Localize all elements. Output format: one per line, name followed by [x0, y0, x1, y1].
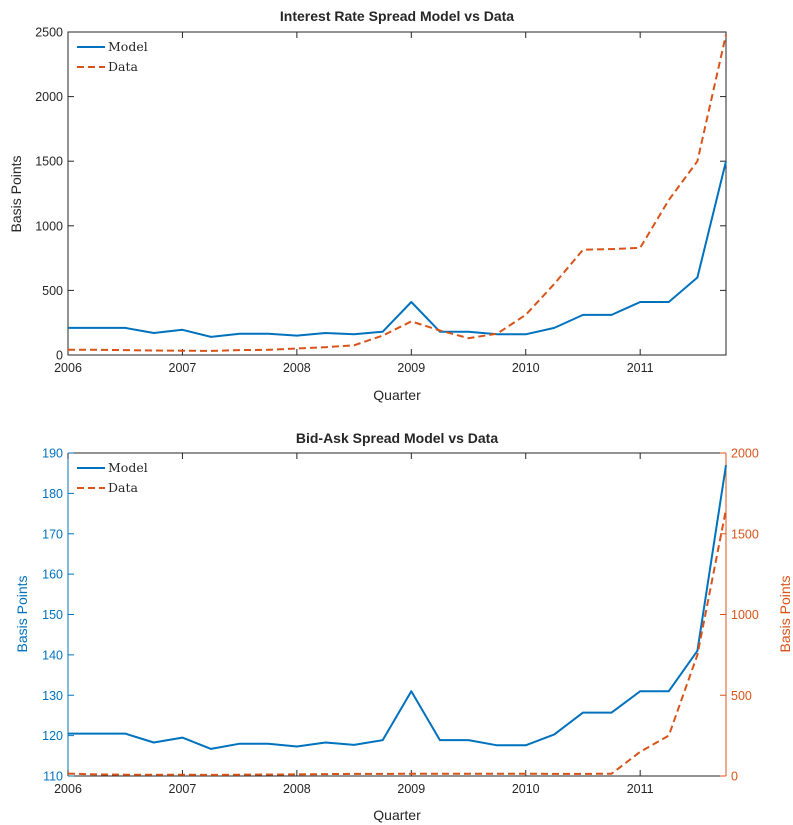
plot-area [67, 31, 727, 356]
legend: Model Data [77, 460, 148, 495]
y-right-tick-label: 0 [731, 770, 738, 784]
tick-group: 2006 2007 2008 2009 2010 2011 0 500 1000 1500 2000… [35, 26, 726, 375]
legend-label-model: Model [108, 460, 148, 475]
right-y-axis-label: Basis Points [777, 575, 793, 652]
x-tick-label: 2010 [512, 361, 540, 375]
legend-label-data: Data [108, 480, 138, 495]
x-tick-label: 2011 [627, 361, 654, 375]
series-line-model [68, 464, 727, 750]
x-tick-label: 2010 [512, 782, 540, 796]
left-y-axis-label: Basis Points [14, 575, 30, 652]
x-tick-label: 2008 [283, 361, 311, 375]
y-tick-label: 1500 [35, 155, 63, 169]
x-tick-label: 2011 [627, 782, 654, 796]
y-tick-label: 2500 [35, 26, 63, 40]
y-right-tick-label: 1500 [731, 527, 759, 541]
interest-rate-chart: Interest Rate Spread Model vs Data 2006 2… [8, 8, 727, 403]
y-right-tick-label: 2000 [731, 447, 759, 461]
y-tick-label: 0 [56, 349, 63, 363]
chart-title: Bid-Ask Spread Model vs Data [296, 430, 498, 446]
y-axis-label: Basis Points [8, 155, 24, 232]
x-axis-label: Quarter [373, 387, 421, 403]
x-tick-label: 2006 [54, 361, 82, 375]
y-tick-label: 500 [42, 284, 63, 298]
series-line-data [68, 34, 727, 352]
y-tick-label: 120 [42, 729, 63, 743]
y-tick-label: 160 [42, 568, 63, 582]
legend-label-data: Data [108, 59, 138, 74]
legend-label-model: Model [108, 39, 148, 54]
x-tick-label: 2006 [54, 782, 82, 796]
x-tick-label: 2009 [397, 361, 425, 375]
y-tick-label: 180 [42, 487, 63, 501]
series-group [68, 34, 727, 352]
x-tick-label: 2007 [169, 782, 197, 796]
x-tick-label: 2009 [397, 782, 425, 796]
y-tick-label: 2000 [35, 90, 63, 104]
y-right-tick-label: 1000 [731, 608, 759, 622]
y-tick-label: 150 [42, 608, 63, 622]
y-tick-label: 170 [42, 527, 63, 541]
bid-ask-chart: Bid-Ask Spread Model vs Data 2006 2007 200… [14, 430, 793, 823]
y-tick-label: 110 [43, 770, 63, 784]
tick-group: 2006 2007 2008 2009 2010 2011 110 120 130 140 150 1… [42, 447, 759, 797]
x-axis-label: Quarter [373, 807, 421, 823]
x-tick-label: 2008 [283, 782, 311, 796]
chart-title: Interest Rate Spread Model vs Data [280, 8, 514, 24]
y-tick-label: 1000 [35, 219, 63, 233]
legend: Model Data [77, 39, 148, 74]
series-line-data [67, 509, 727, 776]
y-tick-label: 140 [42, 648, 63, 662]
y-right-tick-label: 500 [731, 689, 752, 703]
y-tick-label: 190 [42, 447, 63, 461]
series-group [67, 464, 727, 776]
series-line-model [68, 160, 727, 338]
x-tick-label: 2007 [169, 361, 197, 375]
y-tick-label: 130 [42, 689, 63, 703]
